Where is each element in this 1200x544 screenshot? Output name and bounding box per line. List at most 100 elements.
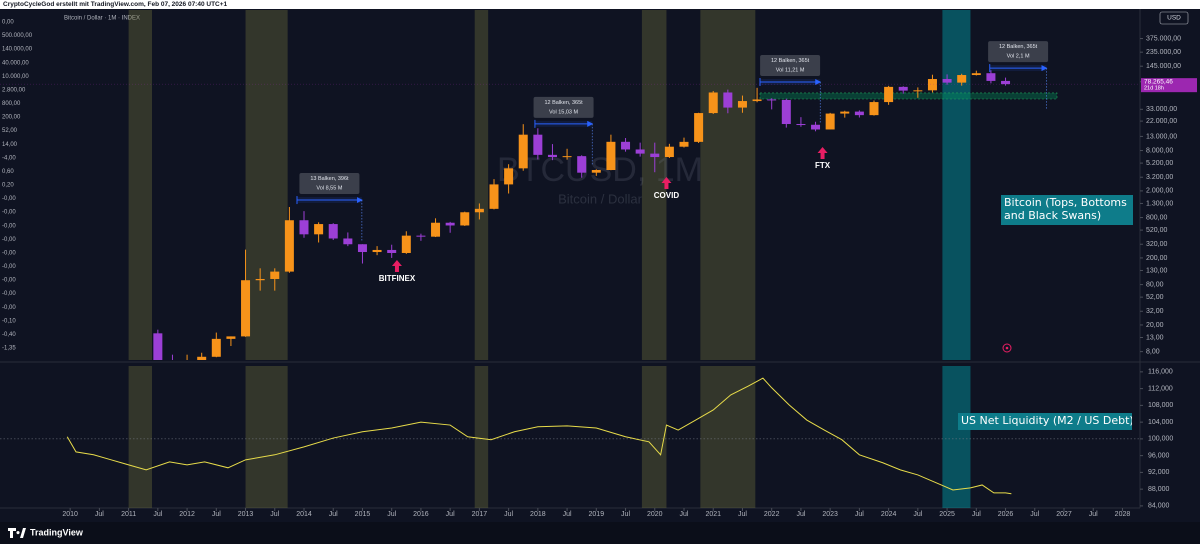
x-tick-label: 2018 <box>530 511 546 518</box>
highlight-range <box>474 366 489 508</box>
candle-body <box>927 79 937 91</box>
candle-body <box>635 149 645 154</box>
measure-volume: Vol 15,03 M <box>549 109 578 115</box>
y-tick-label: 22.000,00 <box>1146 118 1177 125</box>
candle-body <box>372 249 382 253</box>
y-tick-label: 33.000,00 <box>1146 106 1177 113</box>
candle-body <box>416 235 426 237</box>
candle-body <box>226 336 236 339</box>
alert-icon-dot[interactable] <box>1005 346 1009 350</box>
candle-body <box>241 280 251 337</box>
candle-body <box>431 222 441 237</box>
candle-body <box>314 224 324 235</box>
y-tick-label: 13,00 <box>1146 334 1164 341</box>
measure-volume: Vol 11,21 M <box>776 67 805 73</box>
y-tick-label: 92,000 <box>1148 469 1170 476</box>
left-scale-label: -0,00 <box>2 196 16 202</box>
liquidity-line <box>66 377 1012 495</box>
candle-body <box>255 278 265 281</box>
currency[interactable]: USD <box>1167 15 1181 22</box>
x-tick-label: 2016 <box>413 511 429 518</box>
x-tick-label: 2017 <box>472 511 488 518</box>
left-scale-label: 140.000,00 <box>2 47 33 53</box>
candle-body <box>387 249 397 253</box>
x-tick-label: 2020 <box>647 511 663 518</box>
y-tick-label: 8,00 <box>1146 348 1160 355</box>
x-tick-label: Jul <box>563 511 572 518</box>
left-scale-label: -0,00 <box>2 264 16 270</box>
candle-body <box>825 113 835 130</box>
event-arrow <box>817 146 828 159</box>
highlight-range <box>641 366 667 508</box>
candle-body <box>357 244 367 253</box>
y-tick-label: 520,00 <box>1146 227 1168 234</box>
candle-body <box>840 111 850 114</box>
x-tick-label: 2024 <box>881 511 897 518</box>
candle-body <box>664 146 674 158</box>
y-tick-label: 80,00 <box>1146 281 1164 288</box>
y-tick-label: 96,000 <box>1148 452 1170 459</box>
highlight-range <box>474 10 489 360</box>
event-arrow <box>391 260 402 273</box>
x-tick-label: Jul <box>153 511 162 518</box>
left-scale-label: -0,00 <box>2 305 16 311</box>
candle-body <box>591 170 601 173</box>
x-tick-label: Jul <box>680 511 689 518</box>
x-tick-label: 2014 <box>296 511 312 518</box>
currency-box[interactable] <box>1159 11 1189 25</box>
measure-volume: Vol 8,55 M <box>316 186 342 192</box>
support-zone <box>759 92 1058 100</box>
header-strip <box>0 0 1200 9</box>
x-tick-label: 2010 <box>62 511 78 518</box>
left-scale-label: -4,00 <box>2 155 16 161</box>
candle-body <box>153 333 163 360</box>
left-scale-label: 800,00 <box>2 101 21 107</box>
y-tick-label: 2.000,00 <box>1146 188 1173 195</box>
pane <box>128 10 971 360</box>
measure-box <box>988 41 1049 63</box>
x-tick-label: Jul <box>913 511 922 518</box>
event-label: FTX <box>815 161 831 170</box>
left-scale-label: -0,40 <box>2 332 16 338</box>
x-tick-label: Jul <box>796 511 805 518</box>
price-label: 78.265,46 <box>1144 78 1173 85</box>
candle-body <box>796 124 806 126</box>
candle-body <box>621 141 631 150</box>
pane <box>66 377 1012 495</box>
chart-label-text: Bitcoin (Tops, Bottoms and Black Swans) <box>1001 195 1133 225</box>
candle-body <box>562 156 572 158</box>
candle-body <box>577 156 587 173</box>
price-countdown: 21d 18h <box>1144 86 1164 92</box>
x-tick-label: Jul <box>212 511 221 518</box>
highlight-range <box>641 10 667 360</box>
candle-body <box>898 86 908 91</box>
candle-body <box>270 271 280 279</box>
left-scale-label: -0,00 <box>2 250 16 256</box>
candle-body <box>781 99 791 125</box>
alert-icon[interactable] <box>1002 343 1012 353</box>
candle-body <box>299 220 309 235</box>
highlight-range <box>128 10 152 360</box>
x-tick-label: Jul <box>329 511 338 518</box>
candle-body <box>328 224 338 239</box>
y-tick-label: 200,00 <box>1146 255 1168 262</box>
left-scale-label: 52,00 <box>2 128 18 134</box>
candle-body <box>737 101 747 108</box>
candle-body <box>650 153 660 158</box>
measure-label: 12 Balken, 365t <box>999 44 1038 50</box>
left-scale-label: 200,00 <box>2 115 21 121</box>
x-tick-label: Jul <box>855 511 864 518</box>
x-tick-label: 2023 <box>822 511 838 518</box>
candle-body <box>489 184 499 209</box>
x-tick-label: 2011 <box>121 511 136 518</box>
symbol-line: Bitcoin / Dollar · 1M · INDEX <box>64 16 140 22</box>
y-tick-label: 800,00 <box>1146 214 1168 221</box>
chart-label-text: US Net Liquidity (M2 / US Debt) <box>958 413 1132 430</box>
x-tick-label: Jul <box>387 511 396 518</box>
candle-body <box>723 92 733 108</box>
brand-name: TradingView <box>30 527 84 537</box>
x-tick-label: Jul <box>270 511 279 518</box>
left-scale-label: 14,00 <box>2 142 18 148</box>
highlight-range <box>700 366 756 508</box>
